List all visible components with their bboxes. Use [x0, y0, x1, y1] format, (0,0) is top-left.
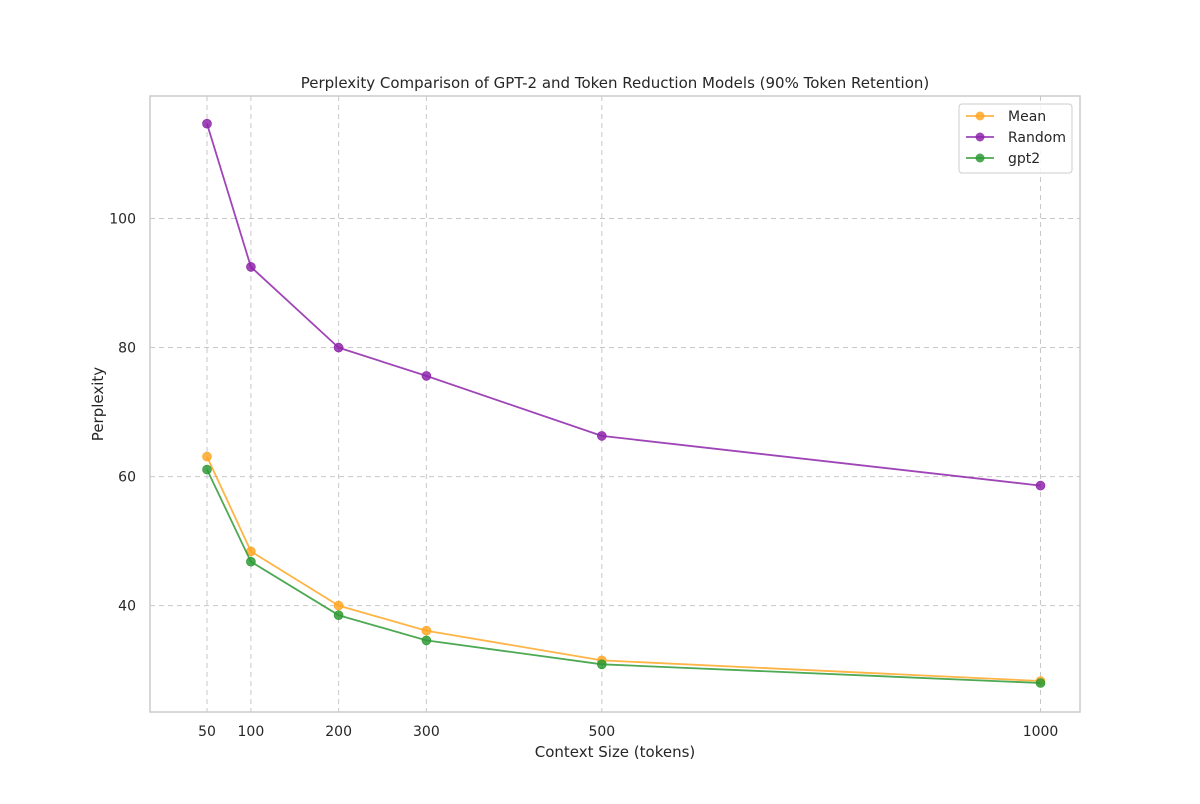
legend-label: Random: [1008, 130, 1066, 146]
y-tick-label: 40: [118, 599, 136, 615]
series-line-mean: [206, 456, 1041, 682]
legend-item-mean: Mean: [966, 109, 1046, 125]
x-tick-label: 1000: [1023, 724, 1059, 740]
series-line-gpt2: [206, 469, 1041, 684]
legend-swatch-marker: [975, 132, 985, 142]
x-tick-labels: 50 100 200 300 500 1000: [198, 724, 1058, 740]
x-tick-label: 500: [588, 724, 615, 740]
series-random: [202, 118, 1046, 491]
data-point-random: [333, 342, 344, 353]
legend-swatch-marker: [975, 111, 985, 121]
data-point-gpt2: [421, 635, 432, 646]
plot-area-frame: [149, 95, 1081, 713]
legend-label: Mean: [1008, 109, 1046, 125]
data-point-mean: [421, 625, 432, 636]
x-tick-label: 200: [325, 724, 352, 740]
legend-frame: [958, 103, 1073, 174]
chart-title: Perplexity Comparison of GPT-2 and Token…: [301, 74, 930, 92]
data-point-random: [596, 431, 607, 441]
data-point-mean: [202, 451, 212, 462]
data-point-gpt2: [333, 610, 344, 621]
y-axis-label: Perplexity: [89, 367, 107, 441]
grid-lines: [150, 96, 1080, 712]
y-tick-label: 60: [118, 470, 136, 486]
legend: Mean Random gpt2: [958, 103, 1073, 174]
x-axis-label: Context Size (tokens): [535, 743, 696, 761]
legend-label: gpt2: [1008, 151, 1040, 167]
data-point-mean: [333, 600, 344, 611]
series-layer: [202, 118, 1046, 688]
data-point-gpt2: [202, 464, 212, 475]
series-gpt2: [202, 464, 1046, 688]
y-tick-label: 80: [118, 341, 136, 357]
x-tick-label: 300: [413, 724, 440, 740]
legend-item-gpt2: gpt2: [966, 151, 1040, 167]
legend-swatch-marker: [975, 153, 985, 163]
data-point-random: [246, 262, 256, 272]
y-tick-label: 100: [109, 212, 136, 228]
data-point-random: [1035, 480, 1046, 491]
series-line-random: [206, 123, 1041, 487]
data-point-gpt2: [246, 556, 256, 567]
x-tick-label: 100: [238, 724, 265, 740]
data-point-gpt2: [1035, 678, 1046, 688]
y-tick-labels: 40 60 80 100: [109, 212, 136, 615]
x-tick-label: 50: [198, 724, 216, 740]
legend-item-random: Random: [966, 130, 1066, 146]
data-point-random: [421, 371, 432, 381]
data-point-random: [202, 118, 212, 129]
data-point-gpt2: [596, 659, 607, 670]
